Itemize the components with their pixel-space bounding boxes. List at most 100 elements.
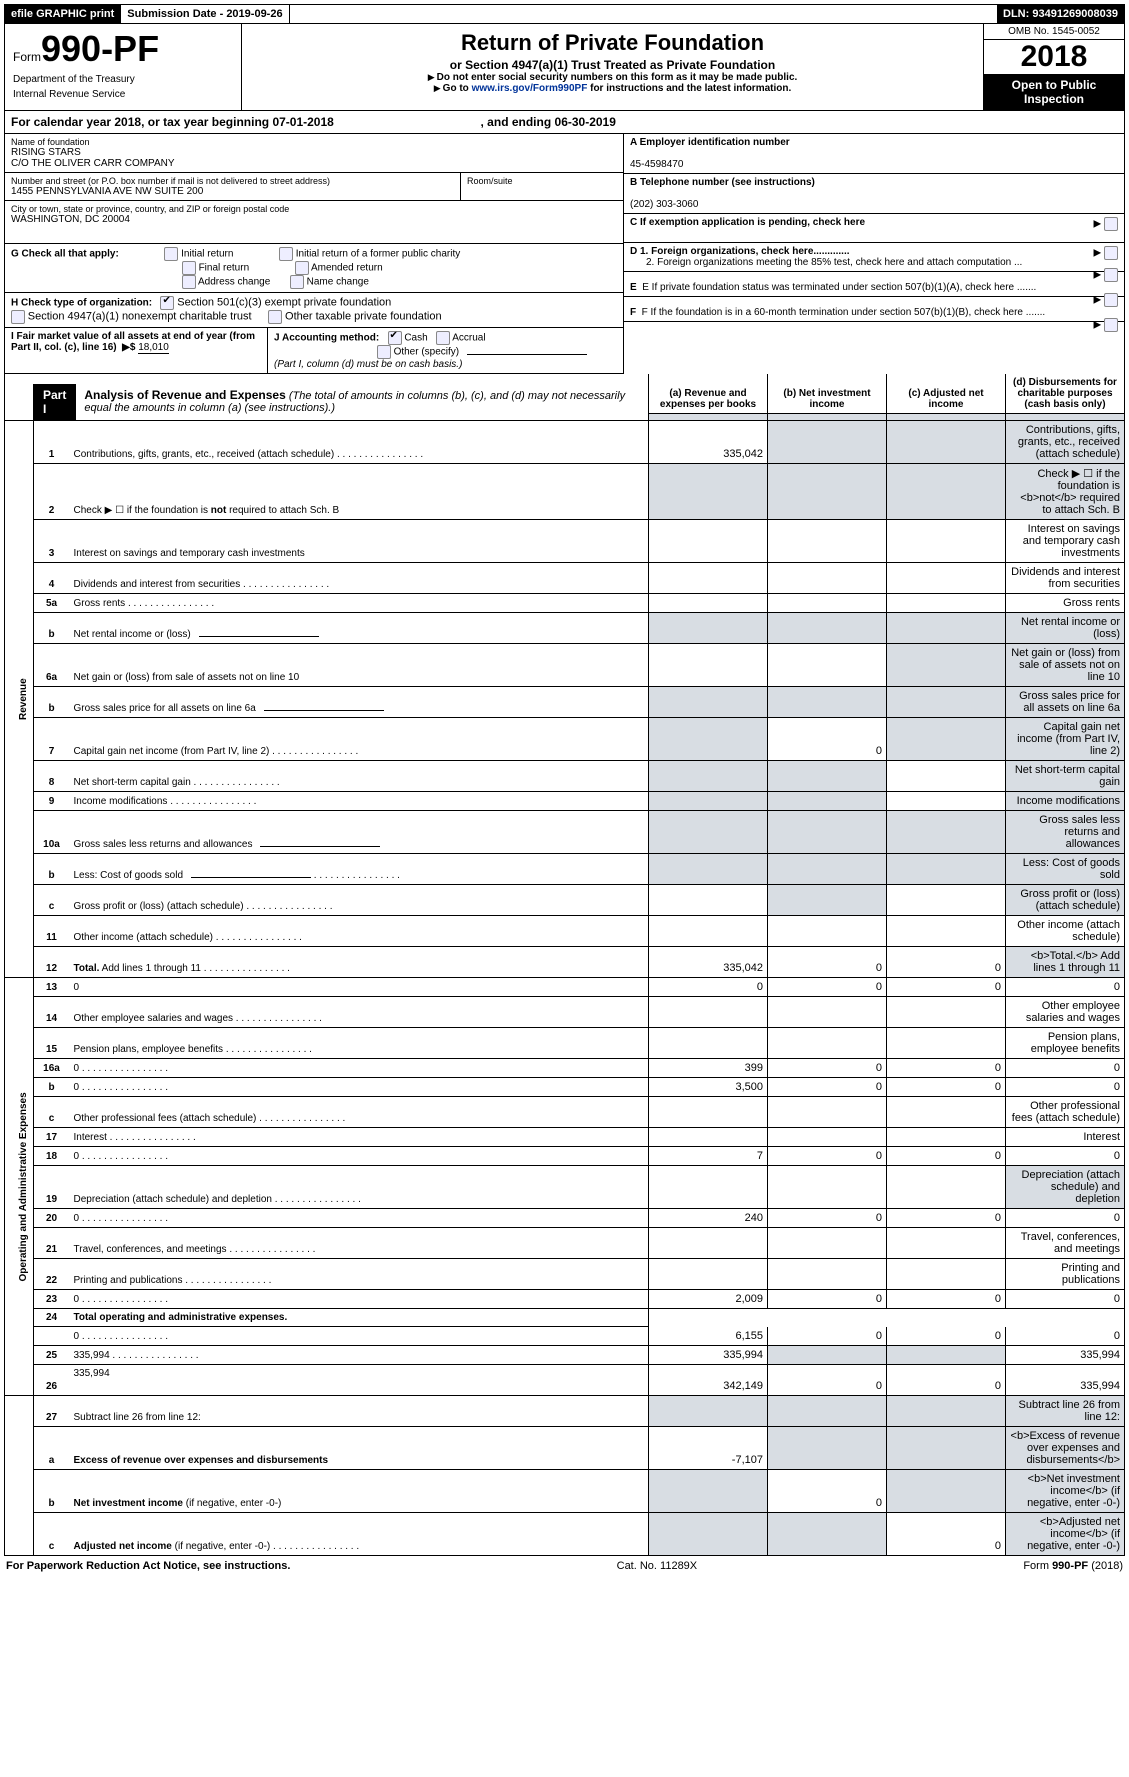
line-number: 9	[33, 792, 70, 811]
line-number: 10a	[33, 811, 70, 854]
col-b-value	[768, 916, 887, 947]
room-cell: Room/suite	[461, 173, 623, 201]
line-description: 0	[70, 978, 649, 997]
col-d-value: 0	[1006, 1327, 1125, 1346]
col-c-value	[887, 854, 1006, 885]
col-d-value: Less: Cost of goods sold	[1006, 854, 1125, 885]
col-d-value: Printing and publications	[1006, 1259, 1125, 1290]
table-row: 4Dividends and interest from securitiesD…	[5, 563, 1125, 594]
col-d-value: 0	[1006, 1147, 1125, 1166]
table-row: cOther professional fees (attach schedul…	[5, 1097, 1125, 1128]
irs-link[interactable]: www.irs.gov/Form990PF	[472, 83, 588, 94]
col-d-value: 0	[1006, 1078, 1125, 1097]
table-row: Revenue1Contributions, gifts, grants, et…	[5, 421, 1125, 464]
col-a-value: 335,042	[649, 947, 768, 978]
line-number: 15	[33, 1028, 70, 1059]
line-description: 335,994	[70, 1364, 649, 1395]
col-c-value	[887, 464, 1006, 520]
line-description: Pension plans, employee benefits	[70, 1028, 649, 1059]
col-d-value: Travel, conferences, and meetings	[1006, 1228, 1125, 1259]
col-b-value: 0	[768, 1209, 887, 1228]
chk-status-terminated[interactable]	[1104, 293, 1118, 307]
line-description: Excess of revenue over expenses and disb…	[70, 1426, 649, 1469]
line-number: 11	[33, 916, 70, 947]
table-row: 11Other income (attach schedule)Other in…	[5, 916, 1125, 947]
col-d-value: <b>Excess of revenue over expenses and d…	[1006, 1426, 1125, 1469]
col-d-value: Interest	[1006, 1128, 1125, 1147]
col-a-value: -7,107	[649, 1426, 768, 1469]
line-number: b	[33, 687, 70, 718]
line-number: 2	[33, 464, 70, 520]
line-description: Income modifications	[70, 792, 649, 811]
dept-line-1: Department of the Treasury	[13, 74, 233, 85]
chk-foreign-85[interactable]	[1104, 268, 1118, 282]
footer-right: Form 990-PF (2018)	[1023, 1560, 1123, 1572]
col-a-value	[649, 644, 768, 687]
table-row: 17InterestInterest	[5, 1128, 1125, 1147]
chk-initial-former[interactable]	[279, 247, 293, 261]
table-row: 16a0399000	[5, 1059, 1125, 1078]
chk-initial-return[interactable]	[164, 247, 178, 261]
table-row: bLess: Cost of goods soldLess: Cost of g…	[5, 854, 1125, 885]
calendar-year-row: For calendar year 2018, or tax year begi…	[4, 111, 1125, 134]
chk-foreign-org[interactable]	[1104, 246, 1118, 260]
chk-4947[interactable]	[11, 310, 25, 324]
footer-left: For Paperwork Reduction Act Notice, see …	[6, 1560, 290, 1572]
col-b-value	[768, 1097, 887, 1128]
chk-final-return[interactable]	[182, 261, 196, 275]
foundation-name-cell: Name of foundation RISING STARS C/O THE …	[5, 134, 623, 173]
col-d-value: <b>Net investment income</b> (if negativ…	[1006, 1469, 1125, 1512]
line-description: Subtract line 26 from line 12:	[70, 1395, 649, 1426]
col-c-value	[887, 718, 1006, 761]
chk-exemption-pending[interactable]	[1104, 217, 1118, 231]
col-d-value: <b>Adjusted net income</b> (if negative,…	[1006, 1512, 1125, 1555]
line-description: Travel, conferences, and meetings	[70, 1228, 649, 1259]
phone-cell: B Telephone number (see instructions)(20…	[624, 174, 1124, 214]
line-number: 25	[33, 1345, 70, 1364]
col-d-value: 0	[1006, 1209, 1125, 1228]
table-row: 25335,994335,994335,994	[5, 1345, 1125, 1364]
col-d-value: Gross sales price for all assets on line…	[1006, 687, 1125, 718]
chk-60-month[interactable]	[1104, 318, 1118, 332]
line-number	[33, 1327, 70, 1346]
chk-address-change[interactable]	[182, 275, 196, 289]
col-d-value: Subtract line 26 from line 12:	[1006, 1395, 1125, 1426]
col-b-value	[768, 613, 887, 644]
col-c-value	[887, 1426, 1006, 1469]
line-number: 26	[33, 1364, 70, 1395]
col-d-value: Interest on savings and temporary cash i…	[1006, 520, 1125, 563]
line-number: 19	[33, 1166, 70, 1209]
col-c-value	[887, 916, 1006, 947]
col-a-value	[649, 854, 768, 885]
table-row: 200240000	[5, 1209, 1125, 1228]
line-description: Net gain or (loss) from sale of assets n…	[70, 644, 649, 687]
line-number: 1	[33, 421, 70, 464]
chk-other-taxable[interactable]	[268, 310, 282, 324]
col-a-value	[649, 563, 768, 594]
table-row: bNet rental income or (loss)Net rental i…	[5, 613, 1125, 644]
col-b-value	[768, 644, 887, 687]
chk-cash[interactable]	[388, 331, 402, 345]
col-a-value: 399	[649, 1059, 768, 1078]
chk-accrual[interactable]	[436, 331, 450, 345]
col-c-value: 0	[887, 1059, 1006, 1078]
col-a-value	[649, 1395, 768, 1426]
line-description: Other professional fees (attach schedule…	[70, 1097, 649, 1128]
chk-name-change[interactable]	[290, 275, 304, 289]
col-b-value: 0	[768, 1147, 887, 1166]
col-c-value	[887, 1128, 1006, 1147]
col-a-value	[649, 885, 768, 916]
col-c-value	[887, 1228, 1006, 1259]
chk-other-method[interactable]	[377, 345, 391, 359]
col-d-value: 0	[1006, 978, 1125, 997]
chk-amended-return[interactable]	[295, 261, 309, 275]
col-c-value	[887, 563, 1006, 594]
section-h: H Check type of organization: Section 50…	[5, 293, 623, 328]
table-row: b03,500000	[5, 1078, 1125, 1097]
col-d-value: 335,994	[1006, 1364, 1125, 1395]
col-b-value	[768, 1426, 887, 1469]
col-b-value: 0	[768, 1327, 887, 1346]
chk-501c3[interactable]	[160, 296, 174, 310]
col-b-value	[768, 1028, 887, 1059]
line-description: Capital gain net income (from Part IV, l…	[70, 718, 649, 761]
